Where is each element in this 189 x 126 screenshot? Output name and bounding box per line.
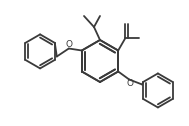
Text: O: O — [127, 79, 134, 88]
Text: O: O — [65, 40, 72, 49]
